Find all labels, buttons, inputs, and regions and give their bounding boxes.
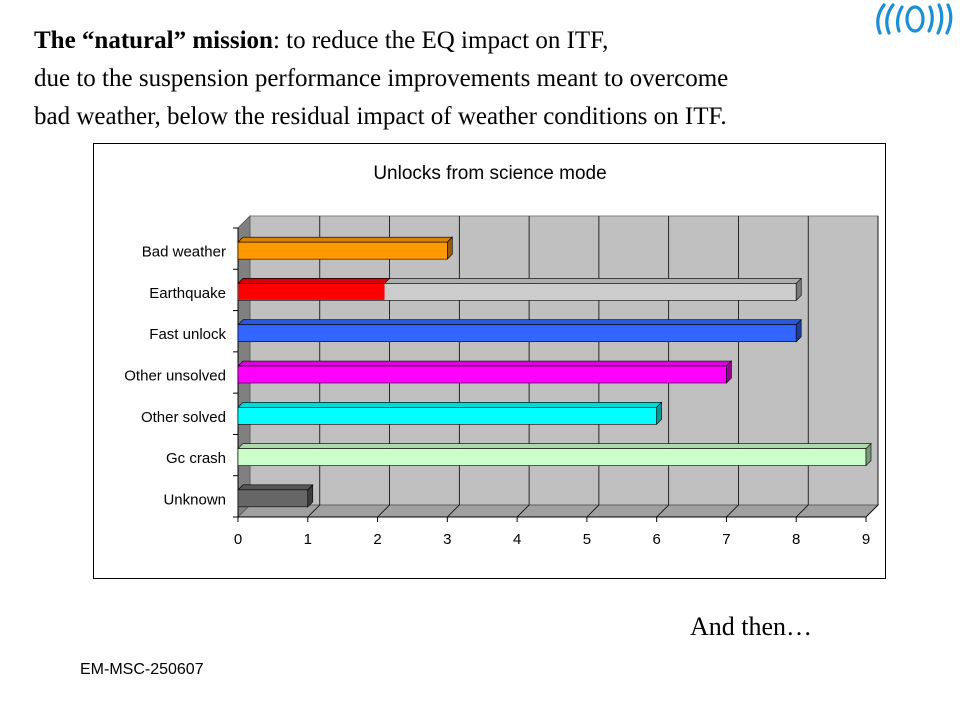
bar-top-other-solved: [237, 401, 663, 408]
intro-line-1: The “natural” mission: to reduce the EQ …: [34, 22, 934, 60]
y-tick-label-earthquake: Earthquake: [149, 285, 226, 302]
bar-bad-weather: [237, 241, 448, 260]
x-tick-label-3: 3: [443, 531, 451, 548]
floor-grid-line-3: [447, 504, 460, 518]
floor-grid-line-1: [307, 504, 321, 518]
bar-top-fast-unlock: [237, 319, 802, 326]
bar-other-solved: [237, 406, 657, 425]
floor-grid-line-5: [586, 504, 600, 518]
x-tick-label-9: 9: [862, 531, 870, 548]
y-tick-label-gc-crash: Gc crash: [166, 450, 226, 467]
virgo-logo-icon: [876, 3, 953, 35]
floor-grid-line-8: [795, 504, 809, 518]
bar-end-other-unsolved: [726, 360, 732, 384]
plot-floor: [236, 504, 880, 518]
chart-container: Unlocks from science mode 0 1 2 3 4 5 6 7 8 9 Bad w…: [93, 143, 886, 579]
intro-bold-prefix: The “natural” mission: [34, 27, 273, 54]
bar-end-fast-unlock: [795, 318, 802, 343]
y-tick-label-bad-weather: Bad weather: [142, 244, 226, 261]
bar-end-gc-crash: [865, 442, 872, 467]
bar-highlight-earthquake: [238, 283, 385, 300]
x-tick-label-5: 5: [583, 531, 591, 548]
bar-top-gc-crash: [237, 443, 872, 449]
intro-line-2: due to the suspension performance improv…: [34, 65, 729, 92]
x-tick-label-7: 7: [722, 531, 730, 548]
y-tick-label-fast-unlock: Fast unlock: [149, 326, 226, 343]
intro-line-1-rest: : to reduce the EQ impact on ITF,: [272, 27, 609, 54]
bar-end-earthquake: [795, 277, 802, 302]
floor-grid-line-7: [726, 504, 739, 518]
bar-fast-unlock: [237, 324, 797, 343]
y-tick-label-other-solved: Other solved: [141, 409, 226, 426]
x-tick-label-2: 2: [373, 531, 381, 548]
bar-chart: Unlocks from science mode 0 1 2 3 4 5 6 7 8 9 Bad w…: [124, 163, 880, 548]
floor-grid-line-4: [516, 504, 530, 518]
floor-grid-line-2: [377, 504, 390, 518]
bar-end-other-solved: [656, 401, 662, 426]
slide-code: EM-MSC-250607: [80, 661, 204, 678]
bar-gc-crash: [237, 448, 867, 466]
x-tick-label-6: 6: [652, 531, 660, 548]
bar-top-unknown: [237, 484, 314, 491]
floor-grid-line-6: [656, 504, 669, 518]
and-then-text: And then…: [690, 612, 813, 641]
bar-top-other-unsolved: [237, 360, 733, 367]
y-tick-label-unknown: Unknown: [163, 491, 226, 508]
y-tick-label-other-unsolved: Other unsolved: [124, 368, 226, 385]
bar-top-bad-weather: [237, 236, 454, 243]
bar-end-bad-weather: [447, 236, 453, 260]
x-tick-label-0: 0: [234, 531, 242, 548]
x-tick-label-8: 8: [792, 531, 800, 548]
floor-grid-line-9: [865, 504, 879, 518]
intro-line-3: bad weather, below the residual impact o…: [34, 103, 727, 130]
chart-title: Unlocks from science mode: [373, 163, 606, 184]
x-tick-label-1: 1: [304, 531, 312, 548]
bar-highlight-top-earthquake: [237, 278, 391, 284]
intro-text: The “natural” mission: to reduce the EQ …: [34, 22, 934, 136]
bar-unknown: [237, 489, 309, 508]
x-tick-label-4: 4: [513, 531, 521, 548]
bar-other-unsolved: [237, 365, 727, 384]
bar-end-unknown: [307, 484, 314, 508]
